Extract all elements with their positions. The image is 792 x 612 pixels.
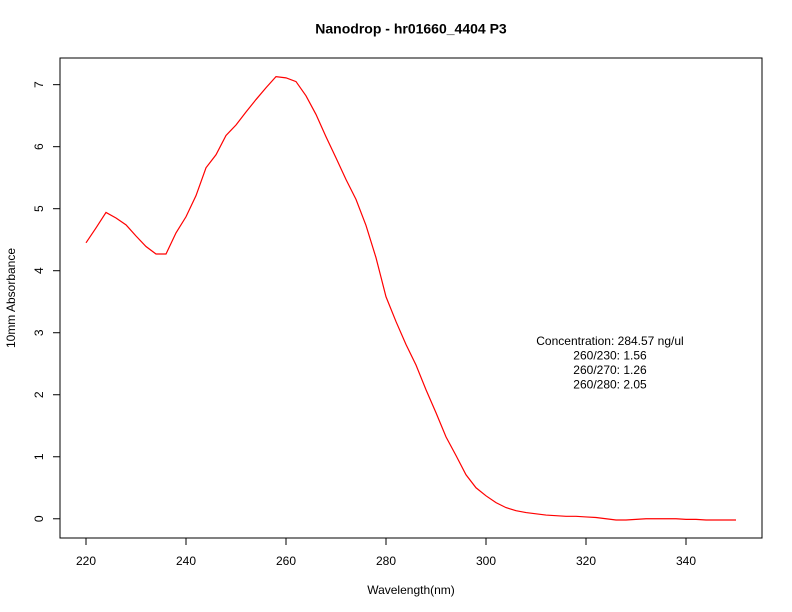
annotation: Concentration: 284.57 ng/ul bbox=[536, 334, 683, 348]
y-tick-label: 4 bbox=[32, 267, 46, 274]
annotation: 260/230: 1.56 bbox=[573, 349, 647, 363]
x-tick-label: 240 bbox=[176, 554, 196, 568]
x-tick-label: 260 bbox=[276, 554, 296, 568]
x-axis-label: Wavelength(nm) bbox=[367, 583, 455, 597]
y-tick-label: 1 bbox=[32, 453, 46, 460]
x-tick-label: 320 bbox=[576, 554, 596, 568]
x-tick-label: 300 bbox=[476, 554, 496, 568]
y-tick-label: 2 bbox=[32, 391, 46, 398]
annotation: 260/280: 2.05 bbox=[573, 378, 647, 392]
x-tick-label: 280 bbox=[376, 554, 396, 568]
y-axis-label: 10mm Absorbance bbox=[4, 248, 18, 348]
chart-title: Nanodrop - hr01660_4404 P3 bbox=[315, 21, 507, 37]
y-tick-label: 3 bbox=[32, 329, 46, 336]
x-tick-label: 340 bbox=[676, 554, 696, 568]
y-tick-label: 5 bbox=[32, 205, 46, 212]
x-tick-label: 220 bbox=[76, 554, 96, 568]
annotation: 260/270: 1.26 bbox=[573, 363, 647, 377]
y-tick-label: 0 bbox=[32, 515, 46, 522]
plot-frame bbox=[59, 57, 763, 539]
data-line bbox=[85, 75, 736, 521]
y-tick-label: 7 bbox=[32, 81, 46, 88]
y-tick-label: 6 bbox=[32, 143, 46, 150]
